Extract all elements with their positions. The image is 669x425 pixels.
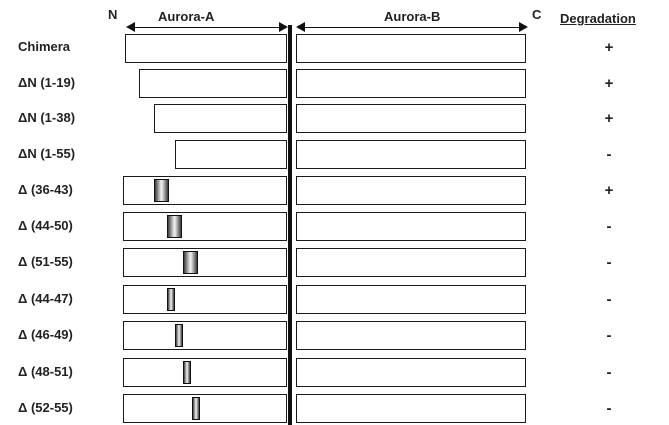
deletion-marker [175,324,183,347]
degradation-mark: - [606,254,612,271]
aurora-b-segment [296,212,526,241]
aurora-b-segment [296,394,526,423]
degradation-mark: - [606,400,612,417]
aurora-a-segment [123,358,287,387]
construct-label: Δ (36-43) [18,182,73,197]
row-d-46-49: Δ (46-49) - [0,320,669,352]
aurora-b-segment [296,69,526,98]
row-dn-1-38: ΔN (1-38) + [0,103,669,135]
c-terminus-label: C [532,7,542,22]
aurora-a-segment [123,321,287,350]
domain-divider [288,25,292,425]
aurora-a-segment [175,140,287,169]
deletion-marker [192,397,200,420]
row-d-51-55: Δ (51-55) - [0,247,669,279]
degradation-mark: + [604,110,614,127]
construct-label: ΔN (1-19) [18,75,76,90]
aurora-a-segment [123,394,287,423]
aurora-a-segment [139,69,287,98]
construct-label: Δ (48-51) [18,364,73,379]
degradation-mark: + [604,182,614,199]
construct-label: Δ (44-47) [18,291,73,306]
n-terminus-label: N [108,7,118,22]
degradation-mark: - [606,291,612,308]
degradation-mark: - [606,364,612,381]
aurora-b-segment [296,176,526,205]
degradation-title: Degradation [560,11,636,26]
aurora-b-segment [296,34,526,63]
deletion-marker [167,288,175,311]
aurora-a-segment [123,212,287,241]
aurora-b-segment [296,285,526,314]
degradation-mark: + [604,39,614,56]
deletion-marker [183,251,198,274]
aurora-b-title: Aurora-B [384,9,441,24]
degradation-mark: - [606,146,612,163]
degradation-mark: + [604,75,614,92]
aurora-a-segment [125,34,287,63]
construct-label: Δ (44-50) [18,218,73,233]
aurora-a-segment [123,248,287,277]
aurora-b-segment [296,248,526,277]
degradation-mark: - [606,327,612,344]
aurora-b-segment [296,321,526,350]
construct-label: Δ (46-49) [18,327,73,342]
deletion-marker [154,179,169,202]
construct-label: ΔN (1-55) [18,146,76,161]
row-dn-1-55: ΔN (1-55) - [0,139,669,171]
aurora-a-title: Aurora-A [158,9,215,24]
degradation-mark: - [606,218,612,235]
row-d-48-51: Δ (48-51) - [0,357,669,389]
row-dn-1-19: ΔN (1-19) + [0,68,669,100]
construct-label: Δ (52-55) [18,400,73,415]
deletion-marker [167,215,182,238]
row-d-44-50: Δ (44-50) - [0,211,669,243]
aurora-b-segment [296,358,526,387]
aurora-b-segment [296,140,526,169]
row-d-52-55: Δ (52-55) - [0,393,669,425]
aurora-a-segment [123,285,287,314]
construct-label: ΔN (1-38) [18,110,76,125]
row-d-44-47: Δ (44-47) - [0,284,669,316]
row-d-36-43: Δ (36-43) + [0,175,669,207]
aurora-a-segment [123,176,287,205]
row-chimera: Chimera + [0,33,669,65]
aurora-a-segment [154,104,287,133]
construct-label: Chimera [18,39,71,54]
construct-label: Δ (51-55) [18,254,73,269]
deletion-marker [183,361,191,384]
aurora-b-segment [296,104,526,133]
